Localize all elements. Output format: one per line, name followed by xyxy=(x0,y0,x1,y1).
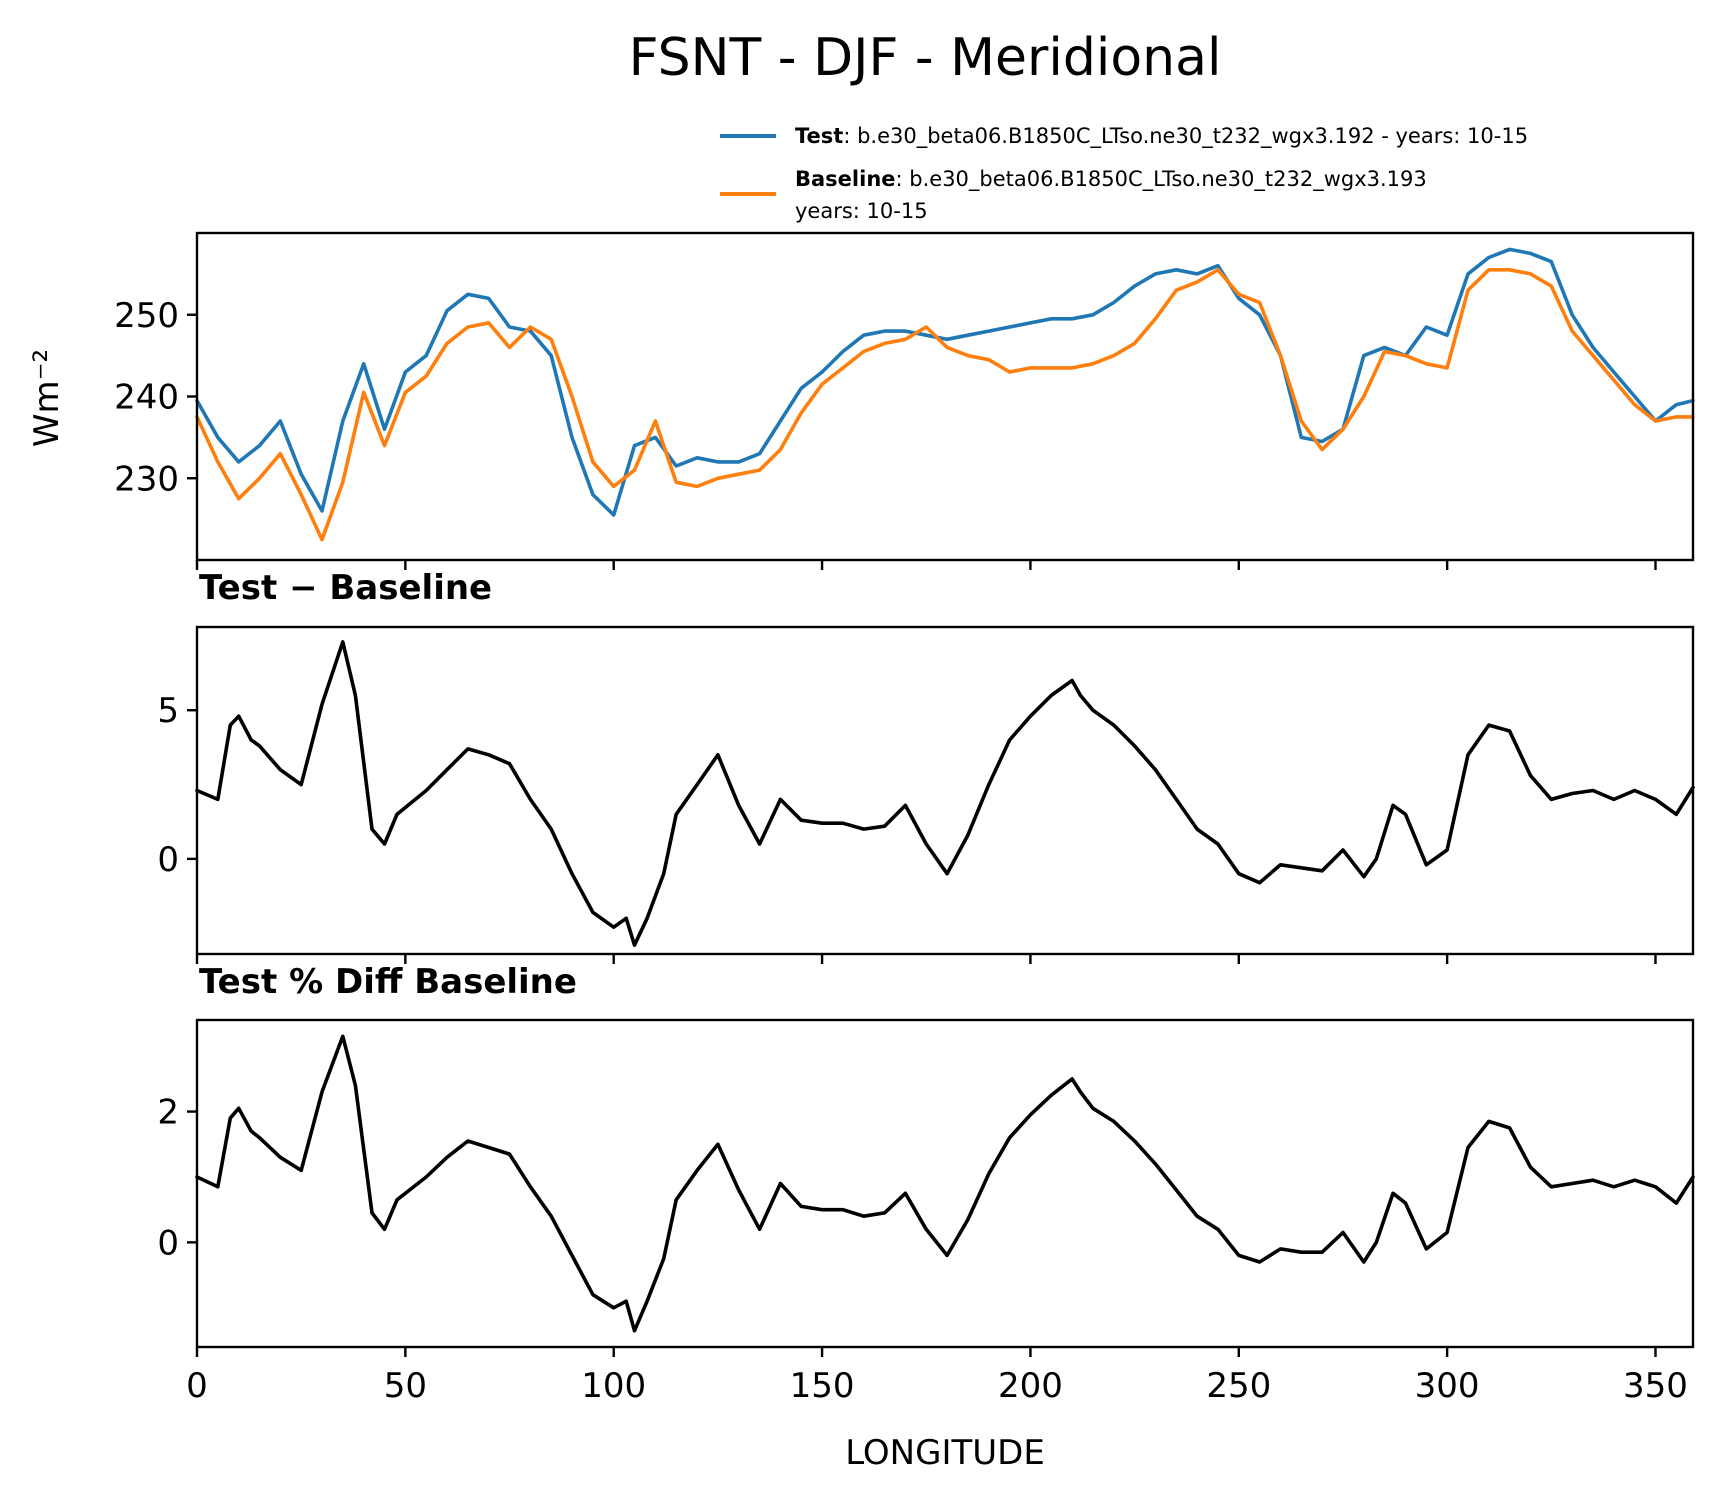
y-tick-label: 250 xyxy=(114,296,179,336)
x-tick-label: 100 xyxy=(581,1366,646,1406)
x-tick-label: 200 xyxy=(998,1366,1063,1406)
difference-panel-frame xyxy=(195,625,1695,956)
difference-panel: Test − Baseline 05 xyxy=(157,568,1695,964)
x-tick-label: 50 xyxy=(384,1366,427,1406)
x-axis-label: LONGITUDE xyxy=(845,1433,1045,1473)
percent-diff-panel: Test % Diff Baseline 0 2 0 50 100 150 200 250 30… xyxy=(157,962,1695,1406)
y-axis-label: Wm⁻² xyxy=(27,349,67,447)
y-tick-label: 2 xyxy=(157,1093,179,1133)
y-tick-label: 5 xyxy=(157,691,179,731)
series-line-diff xyxy=(195,640,1695,947)
legend-baseline-label: Baseline: b.e30_beta06.B1850C_LTso.ne30_… xyxy=(795,167,1427,192)
y-tick-label: 0 xyxy=(157,1223,179,1263)
x-tick-label: 300 xyxy=(1415,1366,1480,1406)
x-tick-label: 350 xyxy=(1623,1366,1688,1406)
x-tick-label: 250 xyxy=(1206,1366,1271,1406)
main-panel-frame xyxy=(195,231,1695,562)
y-tick-label: 230 xyxy=(114,459,179,499)
series-line-test xyxy=(195,247,1695,517)
y-tick-label: 240 xyxy=(114,378,179,418)
main-panel: Wm⁻² 230 240 250 xyxy=(27,231,1695,570)
percent-diff-panel-frame xyxy=(195,1018,1695,1349)
legend-baseline-name: Baseline xyxy=(795,167,896,191)
legend-test-desc: : b.e30_beta06.B1850C_LTso.ne30_t232_wgx… xyxy=(843,124,1528,149)
legend-baseline-desc-line2: years: 10-15 xyxy=(795,199,928,223)
legend-test-name: Test xyxy=(795,124,843,148)
figure-title: FSNT - DJF - Meridional xyxy=(629,28,1222,88)
difference-panel-marks: 05 xyxy=(157,640,1695,964)
legend-test-label: Test: b.e30_beta06.B1850C_LTso.ne30_t232… xyxy=(795,124,1528,149)
x-tick-label: 0 xyxy=(186,1366,208,1406)
main-panel-marks: 230 240 250 xyxy=(114,247,1695,570)
difference-panel-title: Test − Baseline xyxy=(199,568,492,608)
series-line-diff xyxy=(195,1034,1695,1333)
percent-diff-panel-marks: 0 2 0 50 100 150 200 250 300 350 xyxy=(157,1034,1695,1406)
y-tick-label: 0 xyxy=(157,840,179,880)
x-tick-label: 150 xyxy=(790,1366,855,1406)
legend: Test: b.e30_beta06.B1850C_LTso.ne30_t232… xyxy=(720,124,1528,223)
percent-diff-panel-title: Test % Diff Baseline xyxy=(199,962,577,1002)
legend-baseline-desc: : b.e30_beta06.B1850C_LTso.ne30_t232_wgx… xyxy=(896,167,1427,192)
series-line-baseline xyxy=(195,267,1695,542)
